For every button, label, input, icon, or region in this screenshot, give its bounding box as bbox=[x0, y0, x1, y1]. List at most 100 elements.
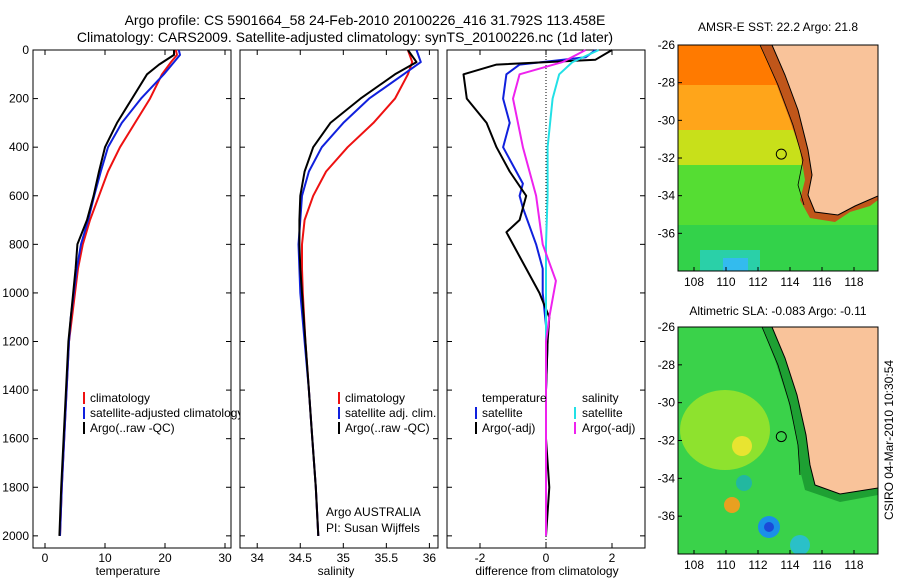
y-tick-label: 600 bbox=[9, 189, 29, 203]
temperature-ticks: 0 10 20 30 0 200 400 600 800 1000 1200 1400 1600 1800… bbox=[2, 43, 232, 565]
y-tick-label: 1000 bbox=[2, 286, 29, 300]
pi-annotation: PI: Susan Wijffels bbox=[326, 521, 420, 535]
map-y-tick-label: -34 bbox=[658, 189, 676, 203]
x-tick-label: 10 bbox=[98, 551, 112, 565]
legend-salinity-heading: salinity bbox=[582, 391, 619, 405]
map-y-tick-label: -28 bbox=[658, 76, 676, 90]
map-y-tick-label: -30 bbox=[658, 396, 676, 410]
map-x-tick-label: 112 bbox=[748, 558, 767, 572]
sla-argo-marker bbox=[775, 431, 787, 443]
map-y-tick-label: -28 bbox=[658, 358, 676, 372]
sst-coolest-patch bbox=[723, 258, 748, 271]
x-tick-label: 35.5 bbox=[375, 551, 399, 565]
sla-eddy-blue-core bbox=[764, 522, 774, 532]
series-line-argo-raw-qc- bbox=[58, 50, 175, 536]
credit-footer: CSIRO 04-Mar-2010 10:30:54 bbox=[882, 360, 896, 520]
difference-legend: temperature satellite Argo(-adj) salinit… bbox=[475, 391, 635, 435]
difference-ticks: -2 0 2 bbox=[447, 49, 645, 565]
x-tick-label: 0 bbox=[42, 551, 49, 565]
map-x-tick-label: 110 bbox=[716, 558, 735, 572]
map-x-tick-label: 118 bbox=[844, 558, 863, 572]
legend-satellite-label: satellite-adjusted climatology bbox=[90, 406, 243, 420]
legend-climatology-label: climatology bbox=[90, 391, 150, 405]
figure-title-line1: Argo profile: CS 5901664_58 24-Feb-2010 … bbox=[125, 12, 606, 28]
sla-eddy-teal bbox=[736, 475, 752, 491]
y-tick-label: 0 bbox=[22, 43, 29, 57]
sst-map-title: AMSR-E SST: 22.2 Argo: 21.8 bbox=[698, 20, 858, 34]
map-y-tick-label: -34 bbox=[658, 471, 676, 485]
y-tick-label: 200 bbox=[9, 92, 29, 106]
x-tick-label: 2 bbox=[609, 551, 616, 565]
difference-xlabel: difference from climatology bbox=[475, 564, 618, 578]
legend-temp-argo-label: Argo(-adj) bbox=[482, 421, 535, 435]
legend-sal-satellite-label: satellite bbox=[582, 406, 623, 420]
map-x-tick-label: 110 bbox=[716, 275, 735, 289]
map-x-tick-label: 116 bbox=[812, 275, 831, 289]
legend-argo-label: Argo(..raw -QC) bbox=[90, 421, 175, 435]
map-x-tick-label: 114 bbox=[780, 558, 799, 572]
y-tick-label: 1400 bbox=[2, 383, 29, 397]
x-tick-label: 34.5 bbox=[289, 551, 313, 565]
sla-high-region bbox=[680, 390, 770, 470]
y-tick-label: 1600 bbox=[2, 432, 29, 446]
x-tick-label: 35 bbox=[337, 551, 351, 565]
argo-australia-annotation: Argo AUSTRALIA bbox=[326, 505, 421, 519]
figure-title-line2: Climatology: CARS2009. Satellite-adjuste… bbox=[77, 29, 613, 45]
sla-eddy-yellow bbox=[732, 436, 752, 456]
map-x-tick-label: 108 bbox=[684, 558, 704, 572]
sla-map: Altimetric SLA: -0.083 Argo: -0.11 108 11… bbox=[658, 304, 879, 572]
x-tick-label: 36 bbox=[423, 551, 437, 565]
x-tick-label: 34 bbox=[251, 551, 265, 565]
map-x-tick-label: 118 bbox=[844, 275, 863, 289]
salinity-legend: climatology satellite adj. clim. Argo(..… bbox=[338, 391, 436, 435]
sla-map-title: Altimetric SLA: -0.083 Argo: -0.11 bbox=[689, 304, 867, 318]
temperature-axes-frame bbox=[32, 49, 232, 549]
sla-shelf-contour bbox=[761, 327, 801, 476]
x-tick-label: 20 bbox=[158, 551, 172, 565]
legend-temp-satellite-label: satellite bbox=[482, 406, 523, 420]
map-x-tick-label: 112 bbox=[748, 275, 767, 289]
series-line-salinity-argo-adj- bbox=[512, 49, 587, 536]
difference-panel: -2 0 2 difference from climatology tempera… bbox=[446, 49, 646, 578]
map-y-tick-label: -32 bbox=[658, 151, 676, 165]
map-x-tick-label: 108 bbox=[684, 275, 704, 289]
map-x-tick-label: 116 bbox=[812, 558, 831, 572]
sst-map-ticks: 108 110 112 114 116 118 -26 -28 -30 -32 -34 -36 bbox=[658, 38, 864, 289]
map-y-tick-label: -32 bbox=[658, 434, 676, 448]
salinity-lines bbox=[297, 49, 422, 536]
map-y-tick-label: -26 bbox=[658, 38, 676, 52]
y-tick-label: 2000 bbox=[2, 529, 29, 543]
x-tick-label: 30 bbox=[218, 551, 232, 565]
map-y-tick-label: -36 bbox=[658, 226, 676, 240]
series-line-argo-raw-qc- bbox=[298, 49, 418, 536]
legend-argo-label: Argo(..raw -QC) bbox=[345, 421, 430, 435]
legend-sal-argo-label: Argo(-adj) bbox=[582, 421, 635, 435]
temperature-panel: 0 10 20 30 0 200 400 600 800 1000 1200 1400 1600 1800… bbox=[2, 43, 243, 578]
map-y-tick-label: -30 bbox=[658, 113, 676, 127]
legend-temperature-heading: temperature bbox=[482, 391, 547, 405]
map-y-tick-label: -36 bbox=[658, 509, 676, 523]
x-tick-label: 0 bbox=[543, 551, 550, 565]
temperature-legend: climatology satellite-adjusted climatolo… bbox=[83, 391, 243, 435]
sla-map-ticks: 108 110 112 114 116 118 -26 -28 -30 -32 -34 -36 bbox=[658, 320, 864, 572]
salinity-panel: 34 34.5 35 35.5 36 salinity climatology sate… bbox=[239, 49, 439, 578]
salinity-axes-frame bbox=[239, 49, 439, 549]
map-y-tick-label: -26 bbox=[658, 320, 676, 334]
temperature-lines bbox=[58, 49, 181, 536]
difference-lines bbox=[462, 49, 613, 536]
sst-land bbox=[771, 45, 878, 216]
sst-argo-marker bbox=[775, 148, 787, 160]
sst-map: AMSR-E SST: 22.2 Argo: 21.8 108 110 112 114… bbox=[658, 20, 879, 289]
salinity-ticks: 34 34.5 35 35.5 36 bbox=[240, 49, 438, 565]
map-x-tick-label: 114 bbox=[780, 275, 799, 289]
y-tick-label: 400 bbox=[9, 140, 29, 154]
legend-satellite-label: satellite adj. clim. bbox=[345, 406, 436, 420]
sst-shelf-contour bbox=[759, 45, 805, 206]
y-tick-label: 1800 bbox=[2, 480, 29, 494]
sla-eddy-cyan bbox=[790, 535, 810, 554]
salinity-xlabel: salinity bbox=[318, 564, 355, 578]
y-tick-label: 800 bbox=[9, 237, 29, 251]
y-tick-label: 1200 bbox=[2, 335, 29, 349]
sla-land bbox=[771, 327, 878, 495]
